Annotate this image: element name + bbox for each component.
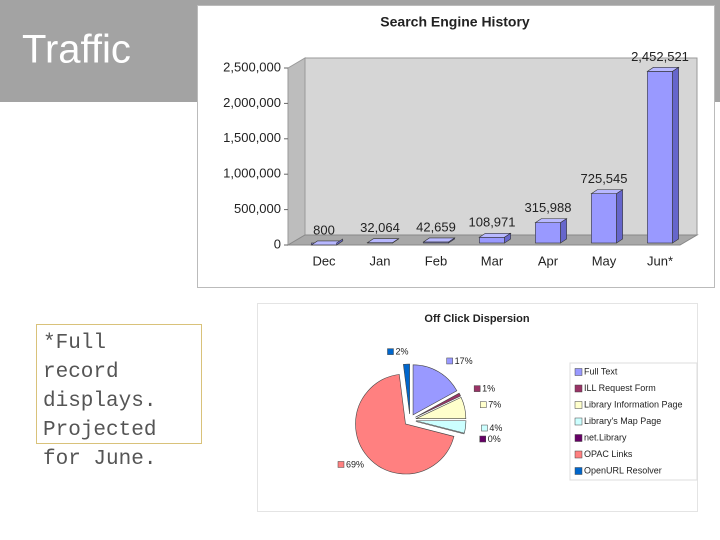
label-swatch [446, 357, 453, 365]
legend-swatch [574, 417, 583, 426]
value-label: 32,064 [360, 220, 400, 235]
x-tick-label: Feb [425, 253, 447, 268]
value-label: 69% [346, 459, 364, 469]
bar-side [336, 238, 343, 246]
pie-slice [403, 363, 410, 415]
bar-chart-title: Search Engine History [380, 14, 530, 30]
legend-box [569, 362, 698, 481]
legend-label: OpenURL Resolver [584, 465, 662, 475]
value-label: 42,659 [416, 219, 456, 234]
bar-side [672, 66, 679, 244]
x-tick-label: May [592, 253, 617, 268]
legend-swatch [574, 401, 583, 409]
y-tick-label: 2,500,000 [223, 59, 281, 74]
bar-side [504, 232, 511, 244]
value-label: 7% [488, 400, 501, 410]
legend-label: Full Text [584, 366, 618, 376]
pie-slice [415, 420, 467, 434]
y-tick-label: 2,000,000 [223, 95, 281, 110]
note: *Full record displays. Projected for Jun… [36, 324, 202, 471]
pie-slice [415, 392, 461, 418]
bar-side [560, 218, 567, 244]
x-tick-label: Apr [538, 253, 559, 268]
pie-chart-title: Off Click Dispersion [424, 313, 529, 325]
label-swatch [387, 348, 394, 355]
value-label: 725,545 [581, 171, 628, 186]
y-tick-label: 0 [274, 236, 281, 251]
bar [591, 193, 617, 244]
side-wall [287, 57, 306, 246]
legend-swatch [574, 467, 583, 475]
x-tick-label: Jan [370, 253, 391, 268]
y-tick-label: 1,500,000 [223, 130, 281, 145]
back-wall [304, 57, 698, 236]
pie-slice [412, 364, 458, 416]
bar [647, 71, 673, 244]
slide-title: Traffic [22, 28, 131, 72]
legend-swatch [574, 450, 583, 459]
pie-slice [355, 374, 455, 475]
x-tick-label: Dec [312, 253, 336, 268]
value-label: 17% [455, 356, 473, 366]
legend-label: Library's Map Page [584, 416, 661, 426]
x-tick-label: Mar [481, 253, 504, 268]
y-tick-label: 500,000 [234, 201, 281, 216]
legend-swatch [574, 384, 583, 393]
value-label: 0% [488, 434, 501, 444]
label-swatch [481, 424, 488, 432]
label-swatch [337, 461, 345, 468]
legend-label: net.Library [584, 432, 627, 442]
value-label: 2% [395, 347, 408, 357]
label-swatch [473, 385, 481, 392]
legend-swatch [574, 368, 583, 376]
value-label: 1% [482, 384, 495, 394]
value-label: 4% [489, 423, 502, 433]
legend-label: ILL Request Form [584, 383, 656, 393]
legend-label: OPAC Links [584, 449, 633, 459]
bar-side [392, 238, 399, 244]
value-label: 315,988 [525, 200, 572, 215]
label-swatch [479, 435, 486, 443]
x-tick-label: Jun* [647, 253, 673, 268]
value-label: 108,971 [469, 215, 516, 230]
label-swatch [480, 401, 487, 408]
value-label: 2,452,521 [631, 49, 689, 64]
legend-label: Library Information Page [584, 399, 683, 409]
y-tick-label: 1,000,000 [223, 166, 281, 181]
bar [535, 222, 561, 244]
bar-side [616, 189, 623, 244]
legend-swatch [574, 434, 583, 442]
value-label: 800 [313, 222, 335, 237]
bar-side [448, 237, 455, 244]
pie-slice [415, 397, 467, 419]
bar [479, 236, 505, 244]
